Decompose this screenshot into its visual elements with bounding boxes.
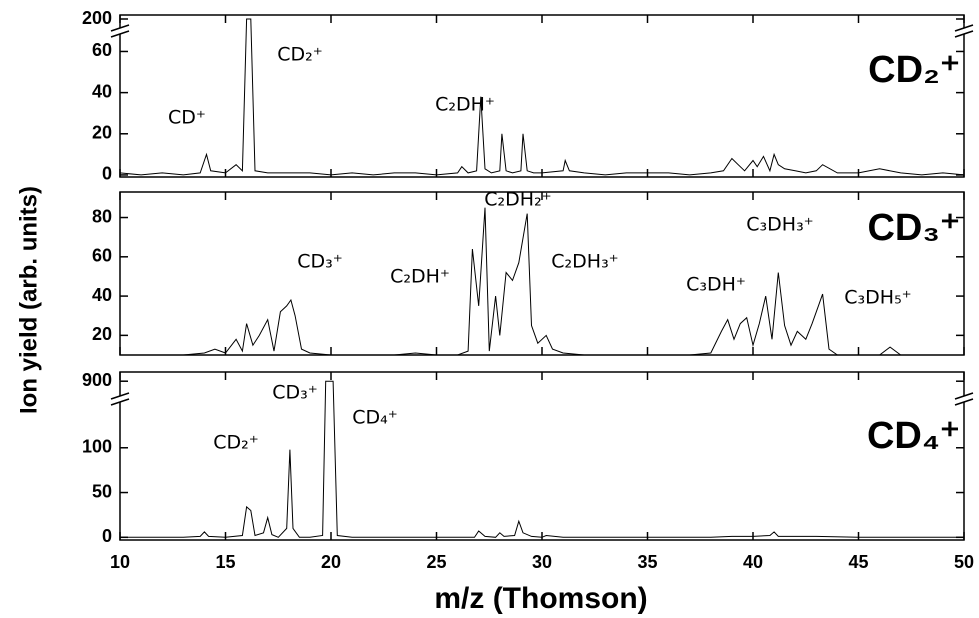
y-tick-label: 40 — [92, 285, 112, 305]
axis-break-gap — [958, 28, 970, 34]
plot-frame — [119, 371, 965, 541]
y-tick-label: 900 — [82, 370, 112, 390]
y-tick-label: 100 — [82, 437, 112, 457]
peak-annotation: C₃DH₅⁺ — [844, 287, 911, 309]
peak-annotation: C₂DH⁺ — [435, 94, 495, 116]
x-tick-label: 45 — [848, 552, 868, 572]
peak-annotation: CD⁺ — [168, 107, 206, 129]
x-tick-label: 15 — [215, 552, 235, 572]
spectrum-line — [120, 18, 964, 176]
y-tick-label: 60 — [92, 246, 112, 266]
spectrum-line — [120, 207, 964, 355]
y-tick-label: 200 — [82, 8, 112, 28]
axis-break-mark — [954, 30, 974, 38]
x-axis-title: m/z (Thomson) — [434, 582, 647, 615]
x-tick-label: 20 — [321, 552, 341, 572]
plot-frame — [119, 191, 965, 356]
axis-break-mark — [954, 398, 974, 406]
axis-break-gap — [114, 28, 126, 34]
peak-annotation: C₃DH⁺ — [686, 274, 746, 296]
axis-break-mark — [954, 392, 974, 400]
axis-break-mark — [110, 30, 130, 38]
peak-annotation: CD₃⁺ — [297, 251, 343, 273]
peak-annotation: C₃DH₃⁺ — [746, 214, 813, 236]
x-tick-label: 30 — [532, 552, 552, 572]
panel-label: CD₂⁺ — [868, 49, 960, 91]
axis-break-mark — [954, 24, 974, 32]
x-tick-label: 35 — [637, 552, 657, 572]
plot-frame — [119, 14, 965, 178]
x-tick-label: 10 — [110, 552, 130, 572]
y-tick-label: 50 — [92, 481, 112, 501]
axis-break-mark — [110, 24, 130, 32]
peak-annotation: C₂DH⁺ — [390, 266, 450, 288]
axis-break-mark — [110, 392, 130, 400]
peak-annotation: CD₂⁺ — [213, 432, 259, 454]
y-tick-label: 0 — [102, 526, 112, 546]
axis-break-mark — [110, 398, 130, 406]
y-tick-label: 0 — [102, 164, 112, 184]
x-tick-label: 50 — [954, 552, 974, 572]
x-tick-label: 40 — [743, 552, 763, 572]
axis-break-gap — [114, 396, 126, 402]
y-tick-label: 60 — [92, 40, 112, 60]
peak-annotation: CD₄⁺ — [352, 407, 398, 429]
y-tick-label: 40 — [92, 81, 112, 101]
y-axis-title: Ion yield (arb. units) — [15, 186, 42, 414]
x-tick-label: 25 — [426, 552, 446, 572]
panel-label: CD₃⁺ — [867, 207, 960, 249]
y-tick-label: 20 — [92, 324, 112, 344]
y-tick-label: 80 — [92, 206, 112, 226]
spectrum-line — [120, 380, 964, 538]
panel-label: CD₄⁺ — [867, 415, 960, 457]
peak-annotation: CD₃⁺ — [272, 382, 318, 404]
peak-annotation: CD₂⁺ — [277, 44, 323, 66]
y-tick-label: 20 — [92, 123, 112, 143]
peak-annotation: C₂DH₂⁺ — [484, 189, 551, 211]
peak-annotation: C₂DH₃⁺ — [551, 251, 618, 273]
axis-break-gap — [958, 396, 970, 402]
